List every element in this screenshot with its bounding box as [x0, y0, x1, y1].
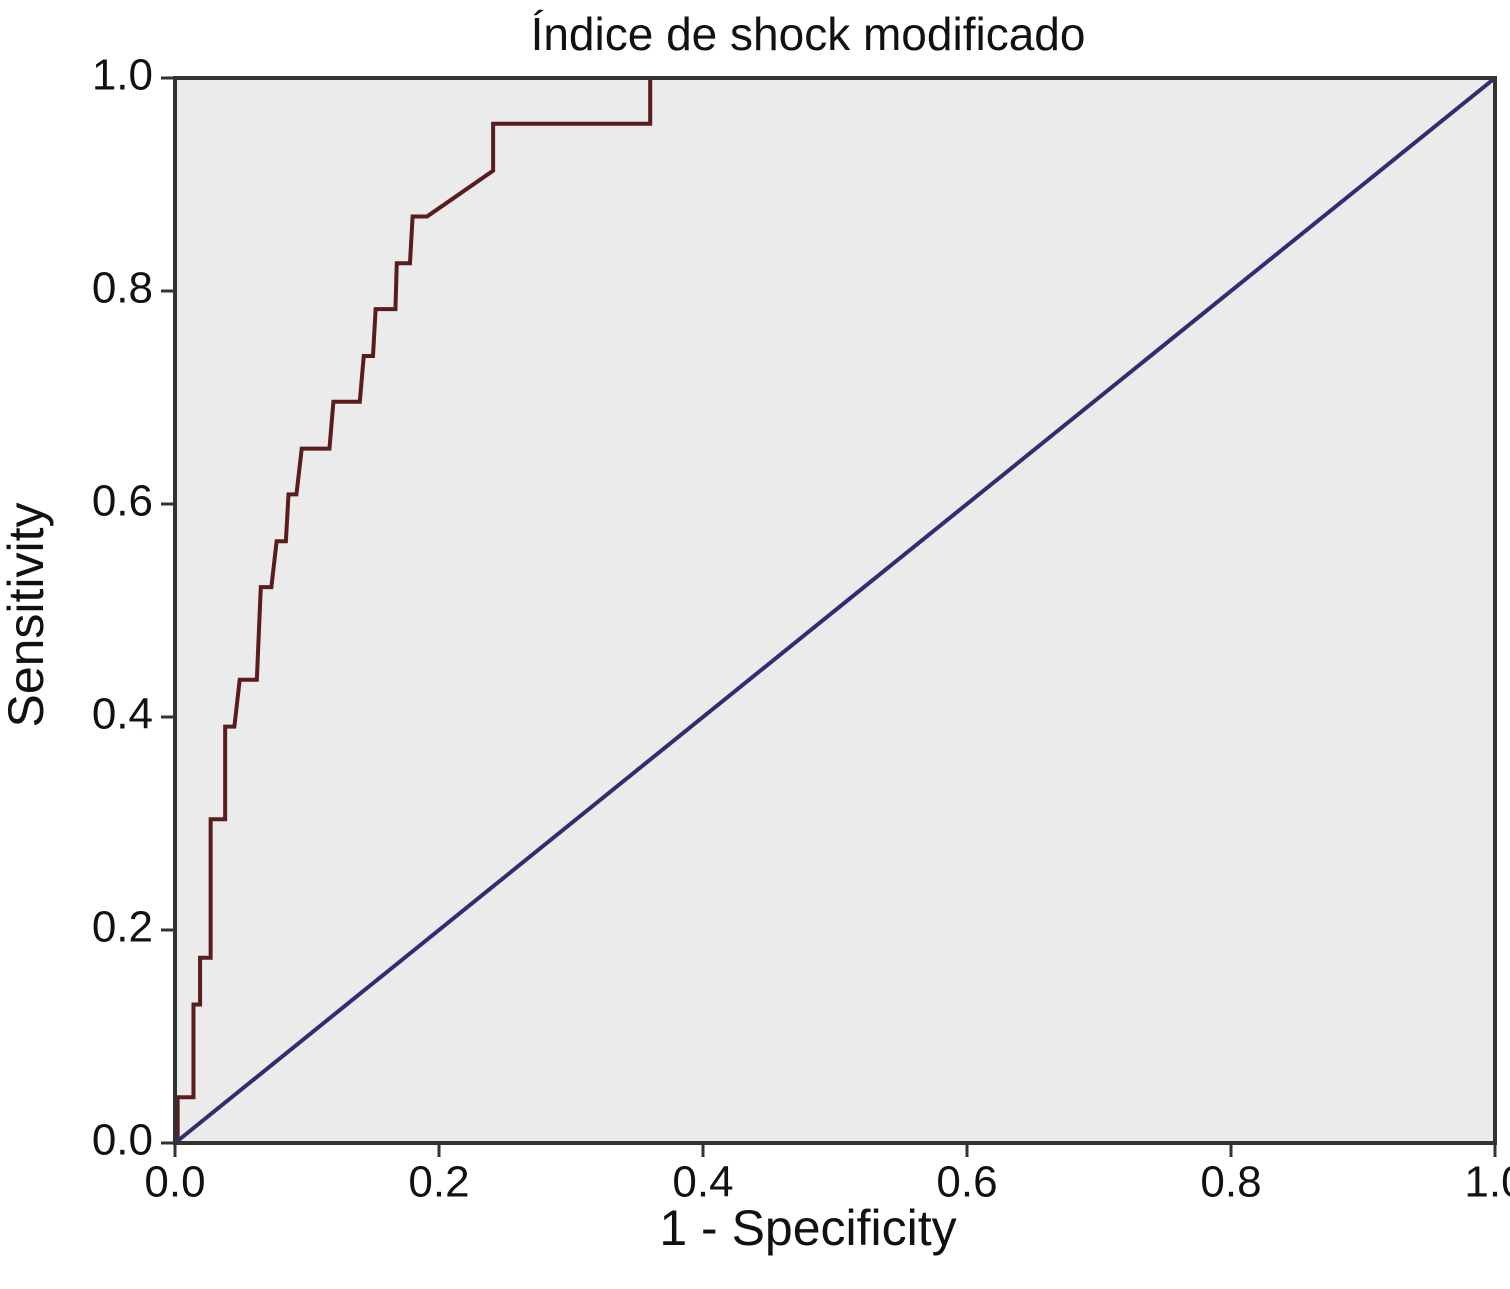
- x-tick-label: 0.8: [1200, 1158, 1261, 1207]
- roc-line: [175, 76, 1495, 1145]
- x-tick-label: 0.6: [936, 1158, 997, 1207]
- y-tick-label: 0.0: [92, 1116, 153, 1165]
- roc-line: [173, 76, 1497, 1145]
- x-tick-label: 1.0: [1464, 1158, 1510, 1207]
- x-tick-label: 0.2: [408, 1158, 469, 1207]
- chart-title: Índice de shock modificado: [531, 8, 1086, 60]
- y-tick-label: 0.4: [92, 690, 153, 739]
- x-axis-label: 1 - Specificity: [659, 1200, 956, 1256]
- y-tick-label: 1.0: [92, 51, 153, 100]
- x-tick-label: 0.0: [144, 1158, 205, 1207]
- y-tick-label: 0.2: [92, 903, 153, 952]
- x-tick-label: 0.4: [672, 1158, 733, 1207]
- y-tick-label: 0.6: [92, 477, 153, 526]
- y-tick-label: 0.8: [92, 264, 153, 313]
- plot-frame: [173, 76, 1497, 1145]
- y-axis-label: Sensitivity: [0, 502, 54, 727]
